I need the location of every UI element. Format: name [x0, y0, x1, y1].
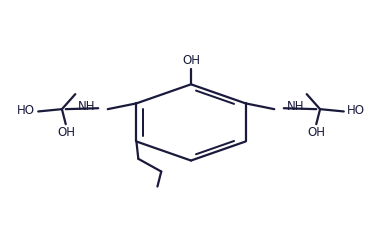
Text: OH: OH: [307, 127, 325, 140]
Text: OH: OH: [58, 127, 76, 140]
Text: HO: HO: [347, 104, 365, 117]
Text: NH: NH: [286, 100, 304, 113]
Text: OH: OH: [182, 55, 200, 67]
Text: HO: HO: [17, 104, 35, 117]
Text: NH: NH: [78, 100, 96, 113]
